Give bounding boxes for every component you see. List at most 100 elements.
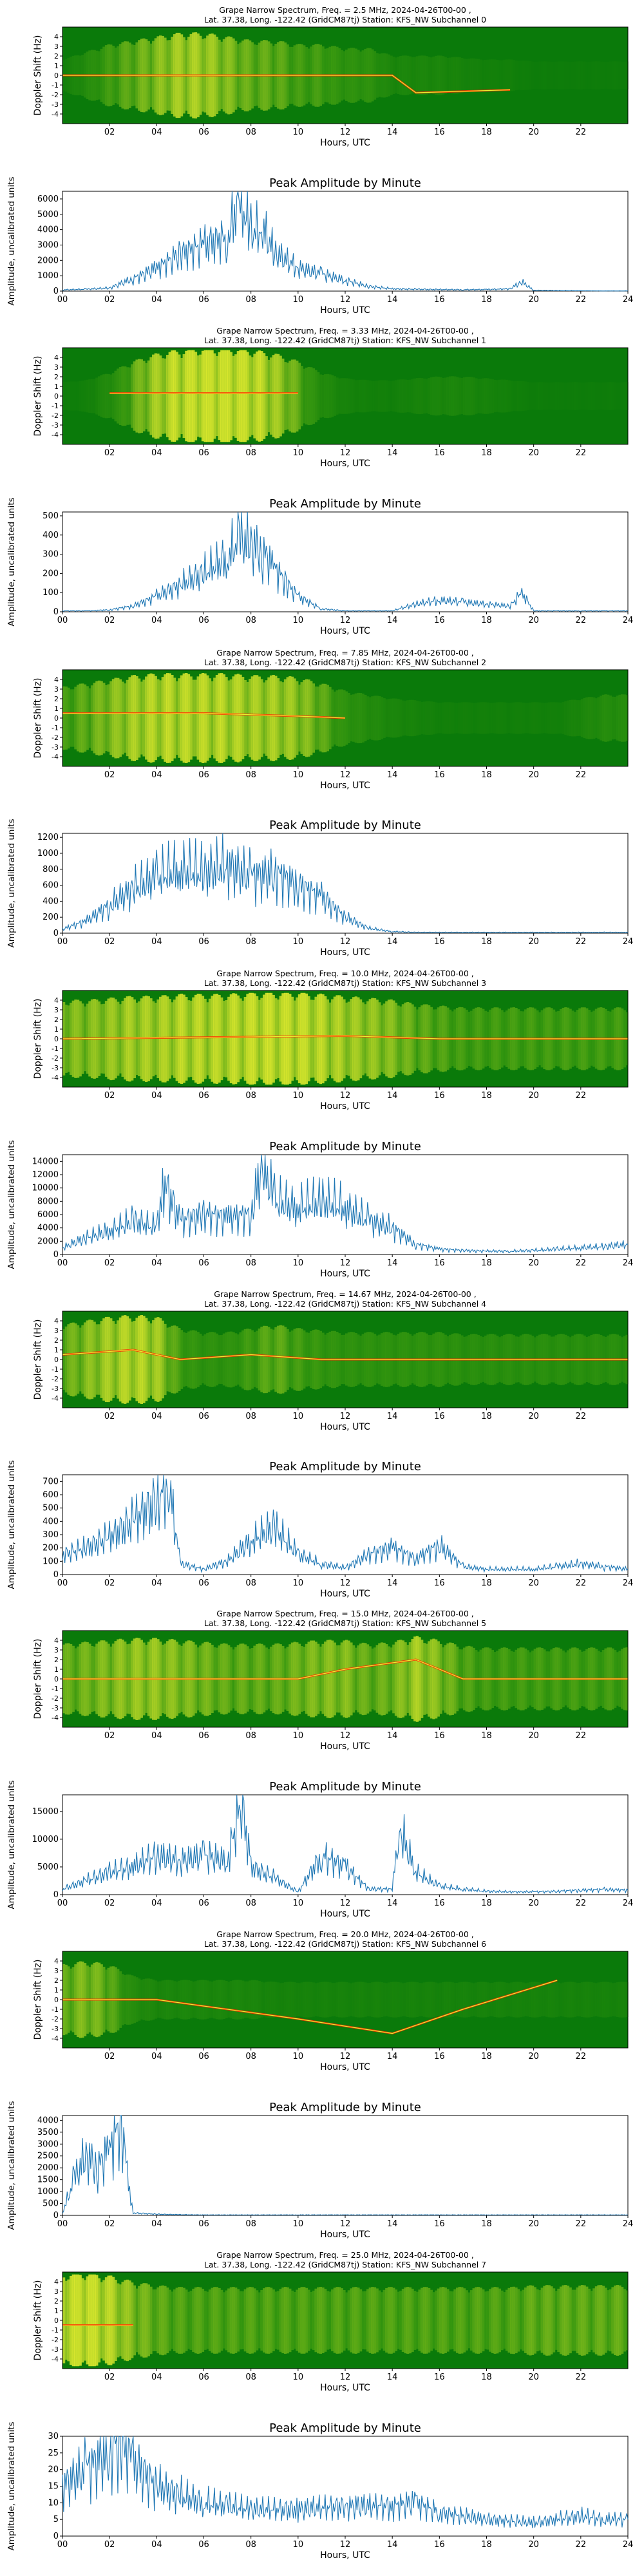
spectrogram-cell: [251, 2287, 254, 2354]
spectrogram-cell: [206, 350, 209, 442]
x-tick-label: 10: [293, 2052, 304, 2061]
spectrogram-cell: [597, 1982, 600, 2017]
x-tick-label: 12: [340, 295, 351, 305]
spectrogram-cell: [274, 998, 278, 1079]
spectrogram-cell: [401, 1004, 405, 1074]
spectrogram-cell: [310, 2291, 313, 2349]
spectrogram-cell: [274, 1327, 278, 1392]
x-tick-label: 10: [293, 2372, 304, 2382]
spectrogram-cell: [394, 1642, 398, 1716]
spectrogram-cell: [359, 999, 363, 1079]
spectrogram-cell: [192, 679, 195, 757]
spectrogram-cell: [232, 2287, 235, 2354]
spectrogram-cell: [435, 702, 438, 734]
spectrogram-cell: [354, 1647, 357, 1710]
spectrogram-cell: [164, 995, 167, 1083]
x-tick-label: 02: [104, 2372, 115, 2382]
spectrogram-cell: [227, 2288, 231, 2353]
spectrogram-cell: [357, 2287, 360, 2353]
spectrogram-cell: [609, 1982, 612, 2017]
spectrogram-cell: [239, 1332, 242, 1387]
spectrogram-cell: [296, 681, 299, 755]
spectrogram-cell: [321, 994, 325, 1084]
spectrogram-cell: [364, 694, 367, 742]
spectrogram-cell: [592, 697, 596, 739]
x-tick-label: 12: [340, 448, 351, 458]
spectrogram-cell: [347, 378, 350, 414]
spectrogram-cell: [333, 1983, 336, 2016]
spectrogram-cell: [453, 376, 457, 416]
spectrogram-cell: [557, 61, 560, 90]
y-tick-label: -1: [52, 1685, 59, 1693]
y-tick-label: 2000: [37, 1236, 59, 1246]
amplitude-x-label: Hours, UTC: [320, 626, 370, 636]
spectrogram-cell: [215, 355, 219, 437]
y-tick-label: -4: [52, 1394, 59, 1403]
y-tick-label: -1: [52, 724, 59, 732]
x-tick-label: 22: [576, 770, 587, 780]
spectrogram-cell: [472, 58, 475, 93]
spectrogram-cell: [196, 676, 200, 760]
spectrogram-cell: [97, 1324, 101, 1395]
spectrogram-cell: [187, 1000, 191, 1077]
spectrogram-cell: [564, 382, 567, 410]
spectrogram-y-label: Doppler Shift (Hz): [33, 1960, 43, 2040]
spectrogram-cell: [281, 1325, 285, 1394]
spectrogram-cell: [189, 1980, 193, 2019]
spectrogram-cell: [281, 2287, 285, 2354]
x-tick-label: 02: [104, 770, 115, 780]
spectrogram-cell: [587, 61, 591, 90]
x-tick-label: 14: [387, 770, 398, 780]
spectrogram-cell: [430, 1639, 433, 1719]
spectrogram-cell: [204, 673, 207, 763]
spectrogram-x-label: Hours, UTC: [320, 1741, 370, 1752]
spectrogram-cell: [290, 1330, 294, 1389]
spectrogram-cell: [269, 1981, 273, 2018]
spectrogram-cell: [594, 61, 598, 90]
spectrogram-cell: [258, 1981, 261, 2018]
spectrogram-cell: [350, 379, 353, 413]
y-tick-label: 2000: [37, 2163, 59, 2173]
spectrogram-cell: [352, 379, 355, 413]
spectrogram-cell: [131, 1321, 134, 1397]
spectrogram-cell: [321, 1982, 325, 2018]
spectrogram-cell: [64, 1326, 68, 1393]
spectrogram-cell: [359, 379, 363, 413]
spectrogram-title-line-1: Grape Narrow Spectrum, Freq. = 7.85 MHz,…: [216, 648, 473, 658]
spectrogram-cell: [621, 2287, 624, 2354]
spectrogram-cell: [569, 382, 572, 410]
x-tick-label: 12: [340, 2052, 351, 2061]
spectrogram-cell: [307, 2289, 310, 2351]
spectrogram-cell: [242, 1980, 245, 2019]
spectrogram-cell: [590, 382, 593, 410]
x-tick-label: 10: [293, 1091, 304, 1101]
x-tick-label: 06: [198, 1731, 209, 1741]
spectrogram-cell: [468, 1982, 471, 2018]
spectrogram-cell: [444, 1645, 447, 1713]
spectrogram-cell: [213, 2287, 216, 2354]
spectrogram-cell: [510, 381, 513, 412]
spectrogram-cell: [145, 1318, 148, 1401]
spectrogram-cell: [201, 1980, 205, 2020]
spectrogram-cell: [505, 59, 509, 91]
spectrogram-cell: [312, 1982, 316, 2017]
spectrogram-cell: [338, 378, 341, 414]
spectrogram-cell: [462, 2288, 466, 2353]
spectrogram-cell: [552, 2288, 556, 2353]
spectrogram-cell: [206, 1002, 209, 1075]
spectrogram-cell: [394, 1982, 398, 2018]
spectrogram-cell: [616, 2285, 619, 2356]
spectrogram-cell: [380, 1005, 384, 1072]
spectrogram-cell: [550, 702, 553, 734]
spectrogram-cell: [88, 2274, 91, 2367]
spectrogram-cell: [234, 1980, 238, 2020]
spectrogram-cell: [239, 1980, 242, 2020]
spectrogram-cell: [519, 2291, 522, 2350]
x-tick-label: 24: [623, 295, 634, 305]
spectrogram-cell: [498, 702, 502, 734]
spectrogram-x-label: Hours, UTC: [320, 1101, 370, 1112]
spectrogram-cell: [583, 697, 586, 739]
spectrogram-x-label: Hours, UTC: [320, 2383, 370, 2393]
spectrogram-cell: [249, 355, 252, 437]
spectrogram-cell: [526, 703, 529, 734]
